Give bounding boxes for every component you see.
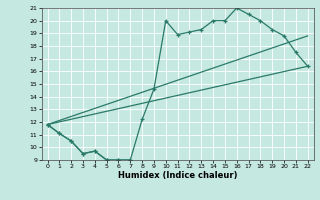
X-axis label: Humidex (Indice chaleur): Humidex (Indice chaleur)	[118, 171, 237, 180]
